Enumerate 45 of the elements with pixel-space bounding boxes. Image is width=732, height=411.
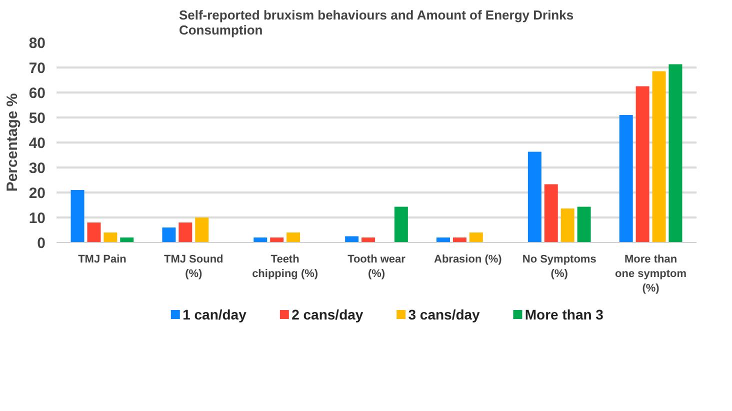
bar <box>104 232 118 242</box>
bar <box>528 152 542 242</box>
y-tick-label: 10 <box>28 210 46 227</box>
bar <box>195 218 209 242</box>
y-axis-title: Percentage % <box>4 93 21 192</box>
y-tick-label: 80 <box>28 35 46 52</box>
x-tick-label: More than one symptom (%) <box>615 254 687 294</box>
bar <box>362 238 376 242</box>
bar <box>286 232 300 242</box>
bar <box>652 71 666 242</box>
y-tick-label: 50 <box>28 110 46 127</box>
y-tick-label: 0 <box>37 235 46 252</box>
bar <box>452 238 466 242</box>
x-tick-label: Tooth wear (%) <box>348 254 406 280</box>
y-tick-label: 30 <box>28 160 46 177</box>
bar <box>436 238 450 242</box>
legend-label: 3 cans/day <box>408 306 480 322</box>
y-tick-label: 40 <box>28 135 46 152</box>
x-tick-label: No Symptoms (%) <box>522 254 596 280</box>
bar <box>668 64 682 242</box>
y-tick-label: 70 <box>28 60 46 77</box>
legend-label: 2 cans/day <box>292 306 364 322</box>
bar <box>560 208 574 242</box>
bar <box>577 206 591 242</box>
bar <box>162 228 176 242</box>
legend-label: More than 3 <box>524 306 604 322</box>
bar <box>544 184 558 242</box>
bar <box>636 86 650 242</box>
x-tick-label: Teeth chipping (%) <box>252 254 318 280</box>
y-tick-label: 60 <box>28 85 46 102</box>
x-tick-label: Abrasion (%) <box>434 254 502 266</box>
bar <box>70 190 84 242</box>
legend-label: 1 can/day <box>182 306 247 322</box>
chart-title: Self-reported bruxism behaviours and Amount of Energy Drinks Consumption <box>178 8 574 38</box>
x-tick-label: TMJ Sound (%) <box>164 254 224 280</box>
bar <box>120 238 134 242</box>
bar <box>469 232 483 242</box>
bar <box>270 238 284 242</box>
y-tick-label: 20 <box>28 185 46 202</box>
bar <box>394 206 408 242</box>
bar <box>254 238 268 242</box>
bar <box>619 115 633 242</box>
bar <box>87 222 101 242</box>
x-tick-label: TMJ Pain <box>78 254 127 266</box>
bar <box>178 222 192 242</box>
